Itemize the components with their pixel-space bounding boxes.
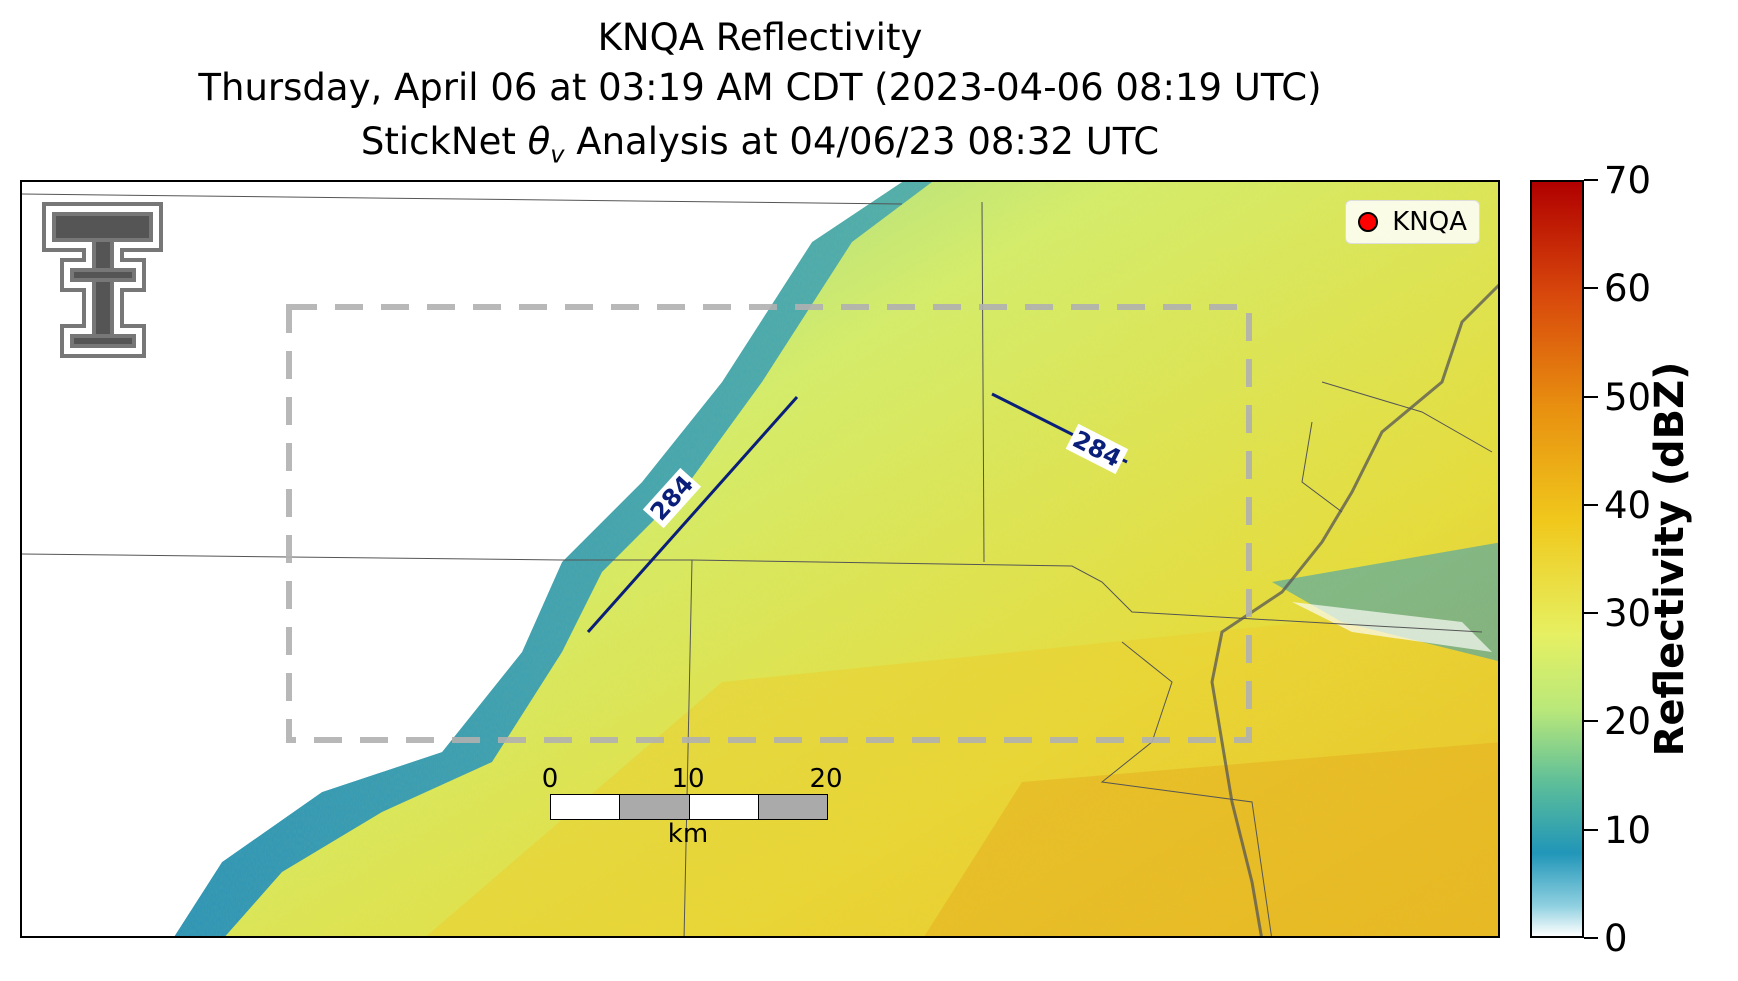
- scale-tick-10: 10: [671, 764, 705, 794]
- colorbar-tick-label: 30: [1604, 592, 1652, 636]
- reflectivity-colorbar: [1530, 180, 1584, 938]
- analysis-domain-box: [286, 304, 1252, 743]
- colorbar-tick: [1584, 828, 1598, 831]
- map-canvas: [22, 182, 1498, 936]
- colorbar-tick-label: 10: [1604, 808, 1652, 852]
- river: [1210, 283, 1498, 936]
- colorbar-tick-label: 20: [1604, 700, 1652, 744]
- theta-v-contour-1: [586, 396, 799, 633]
- colorbar-tick-label: 70: [1604, 159, 1652, 202]
- colorbar-tick: [1584, 720, 1598, 723]
- radar-map[interactable]: 284 284 KNQA 0 10 20 km: [20, 180, 1500, 938]
- reflectivity-field: [22, 182, 1498, 936]
- scale-tick-0: 0: [541, 764, 559, 794]
- boundaries: [22, 193, 1493, 936]
- map-legend: KNQA: [1345, 200, 1480, 244]
- colorbar-title: Reflectivity (dBZ): [1647, 361, 1693, 757]
- scale-tick-20: 20: [809, 764, 843, 794]
- colorbar-tick: [1584, 937, 1598, 939]
- scale-bar: [550, 794, 828, 820]
- colorbar-tick: [1584, 179, 1598, 181]
- colorbar-tick: [1584, 612, 1598, 615]
- scale-unit: km: [667, 819, 709, 849]
- texas-tech-logo: [40, 200, 165, 360]
- colorbar-tick-label: 50: [1604, 375, 1652, 419]
- colorbar-tick-label: 60: [1604, 267, 1652, 311]
- colorbar-tick-label: 40: [1604, 483, 1652, 527]
- title-line-1: KNQA Reflectivity: [597, 16, 923, 59]
- colorbar-tick: [1584, 395, 1598, 398]
- legend-station-label: KNQA: [1392, 207, 1467, 237]
- station-marker-icon: [1358, 212, 1379, 232]
- colorbar-tick: [1584, 503, 1598, 506]
- title-line-3: StickNet θv Analysis at 04/06/23 08:32 U…: [360, 120, 1160, 169]
- colorbar-tick-label: 0: [1604, 917, 1628, 960]
- colorbar-tick: [1584, 287, 1598, 290]
- title-line-2: Thursday, April 06 at 03:19 AM CDT (2023…: [198, 66, 1322, 109]
